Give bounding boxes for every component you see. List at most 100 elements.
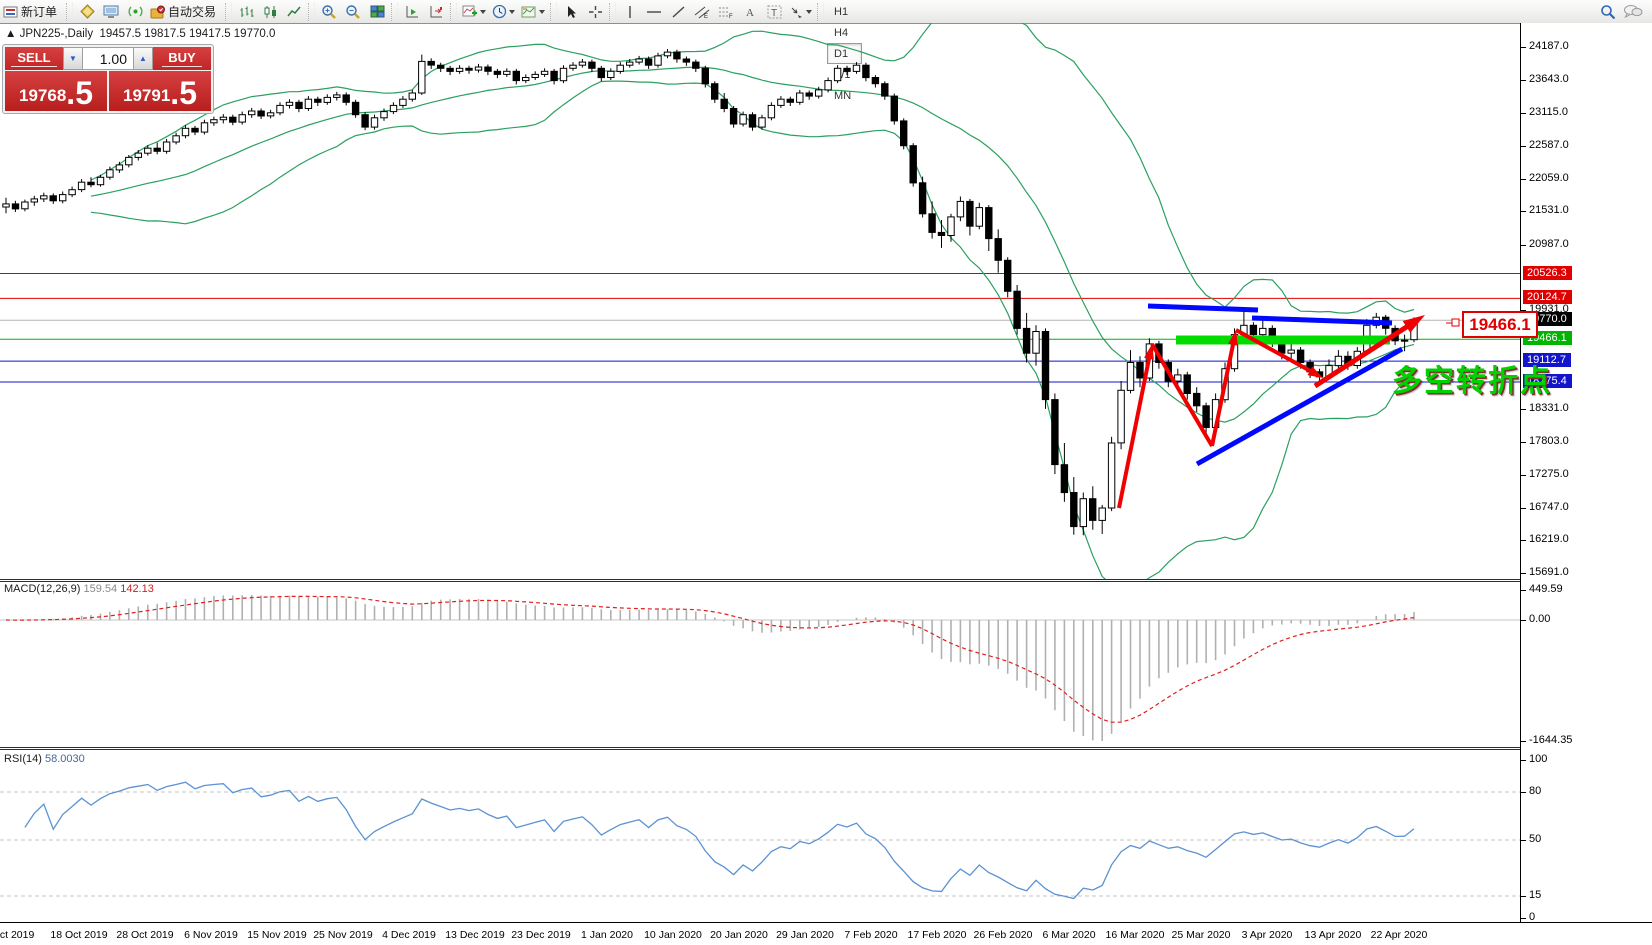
fibonacci-button[interactable]: F <box>714 2 738 22</box>
buy-price-button[interactable]: 19791 .5 <box>109 71 211 111</box>
price-axis-tick: 16219.0 <box>1529 533 1569 546</box>
price-axis-tick: 22587.0 <box>1529 138 1569 151</box>
timeframe-button-MN[interactable]: MN <box>834 89 852 102</box>
buy-button[interactable]: BUY <box>153 47 211 70</box>
chat-button[interactable] <box>1620 2 1646 22</box>
timeframe-button-H1[interactable]: H1 <box>834 5 849 18</box>
sell-label: SELL <box>11 50 57 67</box>
price-axis[interactable]: 24187.0 23643.0 23115.0 22587.0 22059.0 21531… <box>1520 23 1652 923</box>
price-badge: 19112.7 <box>1523 353 1571 368</box>
sell-button[interactable]: SELL <box>5 47 63 70</box>
price-axis-tick: 24187.0 <box>1529 39 1569 52</box>
main-price-chart[interactable] <box>0 23 1520 579</box>
timeframe-button-D1[interactable]: D1 <box>827 43 863 64</box>
axis-tick-mark <box>1521 80 1526 82</box>
toolbar-separator <box>609 2 617 21</box>
market-watch-button[interactable] <box>75 2 99 22</box>
buy-price-frac: .5 <box>170 75 197 111</box>
horizontal-line-button[interactable] <box>642 2 666 22</box>
macd-axis-tick: 0.00 <box>1529 613 1551 625</box>
indicators-icon <box>462 5 478 16</box>
volume-input[interactable]: 1.00 <box>83 47 133 70</box>
date-axis-tick: 7 Feb 2020 <box>844 929 898 941</box>
macd-axis-tick: -1644.35 <box>1529 734 1573 746</box>
axis-tick-mark <box>1521 310 1526 312</box>
buy-label: BUY <box>162 50 202 67</box>
auto-trading-button[interactable]: 自动交易 <box>147 2 223 22</box>
tile-windows-icon <box>370 5 385 17</box>
line-chart-button[interactable] <box>282 2 306 22</box>
arrows-icon <box>791 7 803 18</box>
pane-separator[interactable] <box>0 579 1652 582</box>
periods-button[interactable] <box>489 2 518 22</box>
templates-dropdown-caret <box>539 9 546 14</box>
price-axis-tick: 22059.0 <box>1529 171 1569 184</box>
arrows-button[interactable] <box>786 2 815 22</box>
trendline-button[interactable] <box>666 2 690 22</box>
terminal-button[interactable] <box>99 2 123 22</box>
text-label-button[interactable]: T <box>762 2 786 22</box>
date-axis-tick: 3 Apr 2020 <box>1241 929 1293 941</box>
axis-tick-mark <box>1521 211 1526 213</box>
sell-price-button[interactable]: 19768 .5 <box>5 71 107 111</box>
price-annotation-label[interactable]: 19466.1 <box>1462 311 1538 338</box>
axis-tick-mark <box>1521 741 1526 742</box>
zoom-in-button[interactable] <box>317 2 341 22</box>
candlestick-chart-button[interactable] <box>258 2 282 22</box>
equidistant-channel-icon: E <box>694 6 710 19</box>
rsi-axis-tick: 15 <box>1529 889 1542 901</box>
horizontal-line-icon <box>647 10 662 13</box>
toolbar-separator <box>225 2 233 21</box>
toolbar-separator <box>391 2 399 21</box>
zoom-out-icon <box>346 5 360 19</box>
date-axis-tick: 1 Jan 2020 <box>581 929 633 941</box>
date-axis-tick: 10 Jan 2020 <box>644 929 702 941</box>
volume-increase-button[interactable]: ▲ <box>133 47 153 70</box>
crosshair-icon <box>588 5 602 18</box>
candlestick-icon <box>264 5 276 18</box>
zoom-out-button[interactable] <box>341 2 365 22</box>
gold-diamond-icon <box>79 4 95 19</box>
channel-button[interactable]: E <box>690 2 714 22</box>
turning-point-annotation[interactable]: 多空转折点 <box>1392 365 1552 398</box>
axis-tick-mark <box>1521 145 1526 147</box>
text-label-icon: T <box>767 5 782 19</box>
indicators-dropdown-caret <box>480 9 487 14</box>
new-order-label: 新订单 <box>21 5 58 19</box>
chart-collapse-icon[interactable]: ▲ <box>5 28 17 40</box>
price-axis-tick: 20987.0 <box>1529 237 1569 250</box>
bar-chart-button[interactable] <box>234 2 258 22</box>
axis-tick-mark <box>1521 474 1526 476</box>
price-axis-tick: 17275.0 <box>1529 467 1569 480</box>
auto-trading-label: 自动交易 <box>168 5 217 19</box>
date-axis[interactable]: Oct 2019 18 Oct 2019 28 Oct 2019 6 Nov 2019… <box>0 922 1652 945</box>
vertical-line-button[interactable] <box>618 2 642 22</box>
macd-indicator-pane[interactable] <box>0 581 1520 747</box>
pane-separator[interactable] <box>0 747 1652 750</box>
signals-button[interactable] <box>123 2 147 22</box>
text-button[interactable]: A <box>738 2 762 22</box>
auto-scroll-button[interactable] <box>400 2 424 22</box>
arrows-dropdown-caret <box>806 9 813 14</box>
search-button[interactable] <box>1596 2 1620 22</box>
rsi-axis-tick: 0 <box>1529 911 1536 923</box>
cursor-button[interactable] <box>559 2 583 22</box>
rsi-axis-tick: 50 <box>1529 833 1542 845</box>
date-axis-tick: 13 Apr 2020 <box>1304 929 1362 941</box>
crosshair-button[interactable] <box>583 2 607 22</box>
date-axis-tick: 20 Jan 2020 <box>710 929 768 941</box>
toolbar-separator <box>817 2 825 21</box>
chart-shift-button[interactable] <box>424 2 448 22</box>
new-order-button[interactable]: 新订单 <box>0 2 64 22</box>
line-chart-icon <box>286 6 301 16</box>
vertical-line-icon <box>629 5 631 18</box>
trendline-icon <box>672 5 685 18</box>
indicators-button[interactable] <box>459 2 489 22</box>
tile-windows-button[interactable] <box>365 2 389 22</box>
volume-decrease-button[interactable]: ▼ <box>63 47 83 70</box>
rsi-indicator-pane[interactable] <box>0 749 1520 922</box>
timeframe-button-H4[interactable]: H4 <box>834 26 849 39</box>
templates-button[interactable] <box>518 2 548 22</box>
price-badge: 20526.3 <box>1523 265 1572 280</box>
axis-tick-mark <box>1521 590 1526 591</box>
